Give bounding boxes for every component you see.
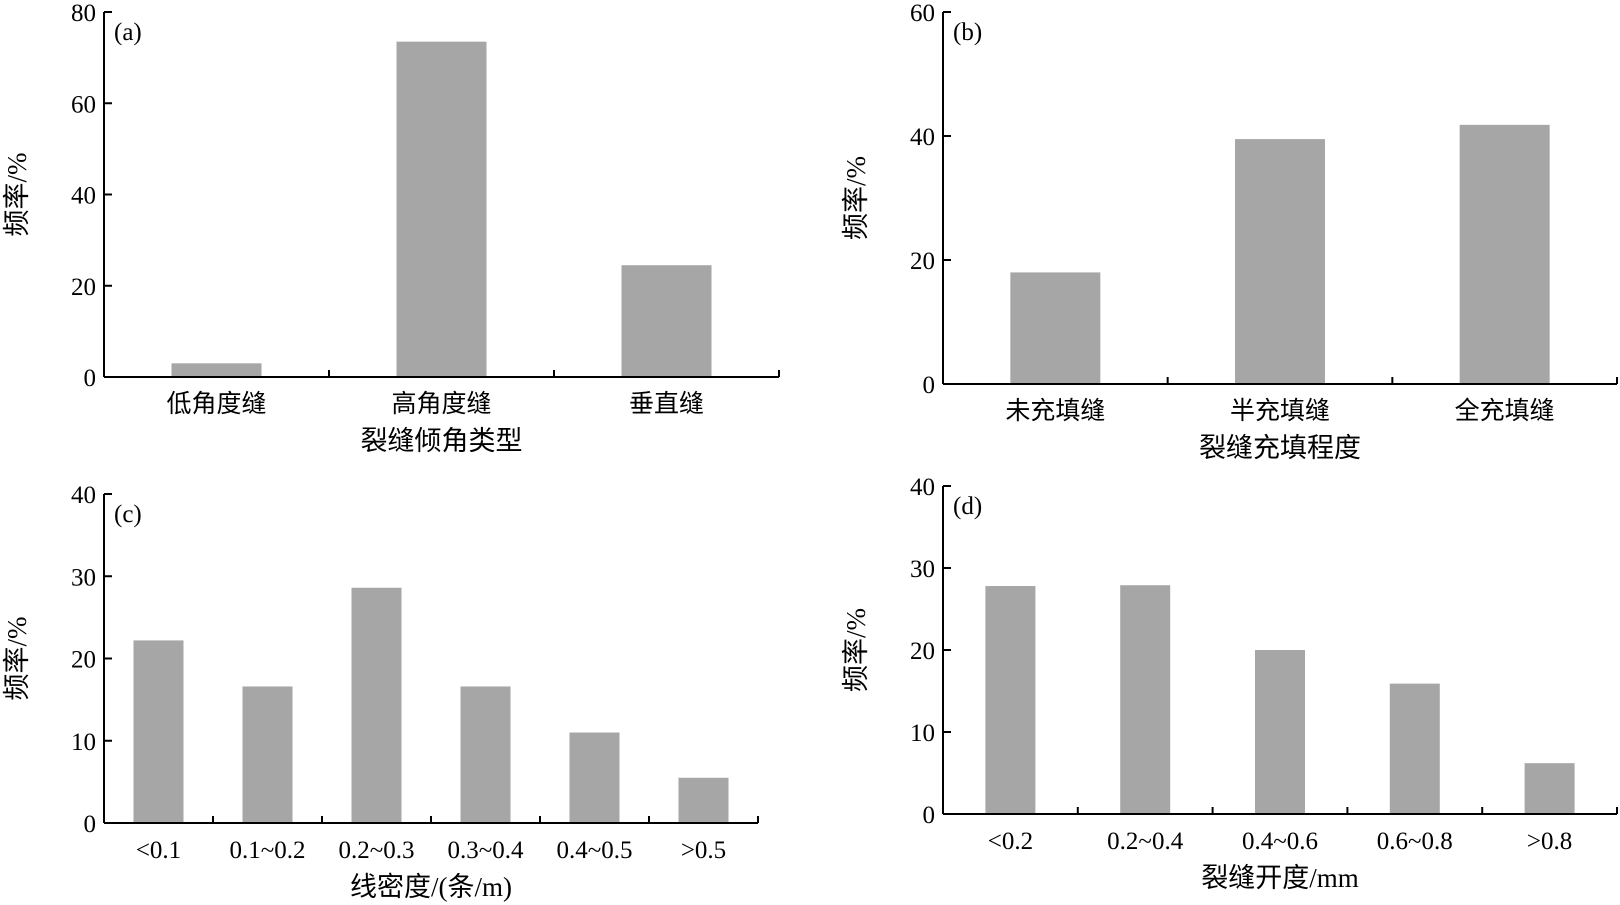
x-tick-label: 低角度缝 [166,390,266,418]
x-tick-label: >0.5 [681,837,726,864]
x-tick-label: 高角度缝 [391,390,491,418]
y-tick-label: 10 [71,729,96,756]
y-tick-label: 20 [71,647,96,674]
y-tick-label: 0 [923,802,936,829]
bar-5 [569,732,620,823]
bar-5 [1524,763,1575,814]
y-axis-title: 频率/% [841,156,871,240]
x-tick-label: 0.6~0.8 [1377,828,1453,855]
x-tick-label: <0.1 [136,837,181,864]
x-tick-label: 0.1~0.2 [229,837,305,864]
x-tick-label: 0.4~0.5 [556,837,632,864]
bar-2 [1235,139,1325,384]
y-axis-title: 频率/% [841,608,871,692]
x-tick-label: 全充填缝 [1455,397,1555,425]
y-tick-label: 60 [71,91,96,118]
y-tick-label: 40 [71,482,96,509]
x-tick-label: >0.8 [1527,828,1572,855]
panel-label: (d) [953,493,982,520]
bar-1 [171,363,262,377]
bar-2 [396,41,487,377]
x-axis-title: 裂缝充填程度 [1199,433,1361,463]
y-tick-label: 20 [910,248,935,275]
x-tick-label: 半充填缝 [1230,397,1330,425]
x-axis-title: 裂缝开度/mm [1201,863,1359,893]
bar-3 [1459,124,1550,384]
panel-label: (b) [953,19,982,46]
y-tick-label: 40 [910,124,935,151]
bar-2 [1120,585,1171,814]
bar-4 [1389,683,1440,814]
y-tick-label: 30 [71,564,96,591]
x-tick-label: 0.3~0.4 [447,837,524,864]
chart-panel-3: 0 10 20 30 40 <0.1 0.1~0.2 0.2~0.3 0.3~0.4 0.4~0.… [2,482,759,902]
bar-1 [1010,272,1101,384]
y-tick-label: 80 [71,0,96,27]
bar-6 [678,777,729,823]
y-tick-label: 40 [71,183,96,210]
y-tick-label: 40 [910,474,935,501]
bar-1 [133,640,184,823]
x-tick-label: 0.2~0.3 [338,837,414,864]
x-tick-label: 0.2~0.4 [1107,828,1184,855]
y-tick-label: 60 [910,0,935,27]
x-axis-title: 裂缝倾角类型 [361,426,523,456]
bar-1 [985,586,1036,814]
x-tick-label: <0.2 [988,828,1033,855]
x-tick-label: 0.4~0.6 [1242,828,1318,855]
bar-3 [351,587,402,823]
bar-3 [621,265,712,377]
x-axis-title: 线密度/(条/m) [350,872,512,902]
y-tick-label: 20 [71,274,96,301]
y-axis-title: 频率/% [2,617,32,701]
chart-panel-4: 0 10 20 30 40 <0.2 0.2~0.4 0.4~0.6 0.6~0.8 >0.8 裂缝… [841,474,1618,893]
x-tick-label: 未充填缝 [1005,397,1105,425]
panel-label: (c) [114,501,142,528]
y-tick-label: 10 [910,720,935,747]
panel-label: (a) [114,19,142,46]
y-tick-label: 0 [84,811,97,838]
x-tick-label: 垂直缝 [629,390,704,418]
bar-3 [1255,650,1305,814]
y-tick-label: 0 [923,372,936,399]
y-tick-label: 30 [910,556,935,583]
bar-2 [242,686,293,823]
y-tick-label: 0 [84,365,97,392]
bar-4 [460,686,511,823]
y-axis-title: 频率/% [2,153,32,237]
y-tick-label: 20 [910,638,935,665]
